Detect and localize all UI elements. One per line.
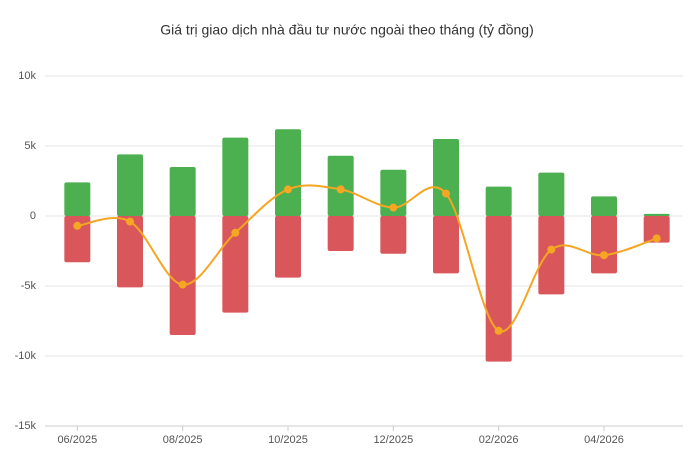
bar	[327, 216, 354, 251]
y-tick-label: -15k	[15, 420, 37, 432]
y-tick-label: -10k	[15, 350, 37, 362]
bar	[643, 216, 670, 243]
bar	[538, 172, 565, 216]
bar	[64, 182, 91, 216]
bar	[275, 216, 301, 278]
bar	[485, 216, 512, 362]
line-point	[178, 280, 187, 289]
bar	[433, 216, 459, 274]
bar	[169, 167, 196, 216]
x-tick-label: 12/2025	[373, 434, 413, 446]
bar	[117, 216, 143, 288]
line-point	[494, 326, 503, 335]
x-tick-label: 08/2025	[163, 434, 203, 446]
line-point	[73, 221, 82, 230]
bar	[485, 186, 512, 216]
y-tick-label: 10k	[18, 70, 36, 82]
x-tick-label: 10/2025	[268, 434, 308, 446]
bar	[433, 139, 459, 216]
bar	[169, 216, 196, 335]
line-point	[284, 185, 292, 194]
bar	[643, 213, 670, 216]
y-tick-label: 5k	[24, 140, 36, 152]
y-tick-label: -5k	[21, 280, 37, 292]
x-tick-label: 02/2026	[479, 434, 519, 446]
x-tick-label: 04/2026	[584, 434, 624, 446]
chart-title: Giá trị giao dịch nhà đầu tư nước ngoài …	[160, 22, 534, 38]
bar	[380, 216, 407, 254]
bar	[222, 137, 249, 216]
line-point	[231, 228, 240, 237]
x-tick-label: 06/2025	[57, 434, 97, 446]
line-point	[389, 203, 398, 212]
bar	[591, 196, 617, 216]
bar	[538, 216, 565, 295]
bar	[380, 169, 407, 216]
line-point	[336, 185, 345, 194]
line-point	[442, 189, 450, 198]
line-point	[600, 251, 608, 260]
line	[77, 184, 657, 333]
line-point	[652, 234, 661, 243]
line-point	[547, 245, 556, 254]
y-tick-label: 0	[30, 210, 36, 222]
bar	[275, 129, 301, 216]
bar	[591, 216, 617, 274]
line-point	[126, 217, 134, 226]
bar	[64, 216, 91, 263]
bar	[117, 154, 143, 216]
